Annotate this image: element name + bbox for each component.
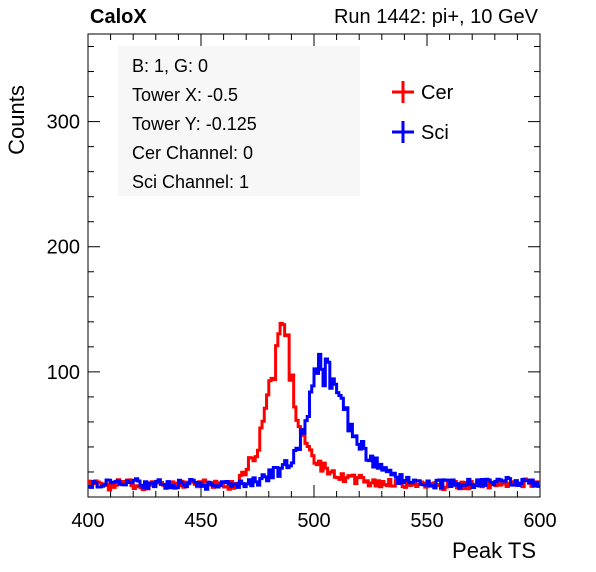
calox-label: CaloX [90,6,147,28]
info-line: Sci Channel: 1 [132,172,249,192]
y-tick-label: 100 [47,362,80,384]
info-line: Cer Channel: 0 [132,143,253,163]
info-line: B: 1, G: 0 [132,56,208,76]
y-tick-label: 300 [47,112,80,134]
x-axis-label: Peak TS [452,538,536,563]
x-tick-label: 450 [184,510,217,532]
x-tick-label: 500 [297,510,330,532]
info-line: Tower Y: -0.125 [132,114,257,134]
legend-label-cer: Cer [421,82,454,104]
y-axis-label: Counts [4,85,29,155]
x-tick-label: 600 [523,510,556,532]
y-tick-label: 200 [47,237,80,259]
run-info-label: Run 1442: pi+, 10 GeV [333,6,538,28]
series-sci-line [88,352,540,491]
x-tick-label: 550 [410,510,443,532]
x-tick-label: 400 [71,510,104,532]
series-cer-line [88,321,540,492]
info-line: Tower X: -0.5 [132,85,238,105]
info-box [118,46,360,196]
legend-label-sci: Sci [421,122,449,144]
